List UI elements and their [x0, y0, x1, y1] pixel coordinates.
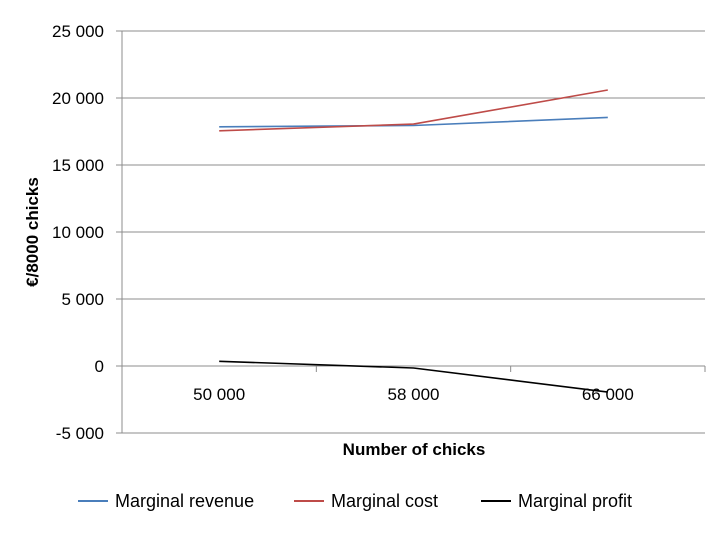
series-lines [219, 89, 608, 393]
x-tick-label: 50 000 [193, 385, 245, 404]
y-tick-label: 5 000 [61, 290, 104, 309]
y-axis-title: €/8000 chicks [23, 177, 42, 287]
y-tick-label: -5 000 [56, 424, 104, 443]
series-line-marginal-cost [219, 89, 608, 132]
x-tick-labels: 50 000 58 000 66 000 [193, 385, 634, 404]
axes [116, 30, 706, 434]
legend-label-marginal-revenue: Marginal revenue [115, 491, 254, 511]
y-tick-label: 25 000 [52, 22, 104, 41]
series-line-marginal-revenue [219, 116, 608, 128]
series-line-marginal-profit [219, 360, 608, 393]
y-tick-label: 0 [95, 357, 104, 376]
y-tick-label: 10 000 [52, 223, 104, 242]
y-tick-label: 20 000 [52, 89, 104, 108]
x-tick-label: 66 000 [582, 385, 634, 404]
gridlines [122, 30, 705, 434]
legend-label-marginal-cost: Marginal cost [331, 491, 438, 511]
y-tick-labels: -5 000 0 5 000 10 000 15 000 20 000 25 000 [52, 22, 104, 443]
x-axis-title: Number of chicks [343, 440, 486, 459]
y-tick-label: 15 000 [52, 156, 104, 175]
x-tick-label: 58 000 [388, 385, 440, 404]
legend: Marginal revenue Marginal cost Marginal pr… [78, 491, 632, 511]
legend-label-marginal-profit: Marginal profit [518, 491, 632, 511]
